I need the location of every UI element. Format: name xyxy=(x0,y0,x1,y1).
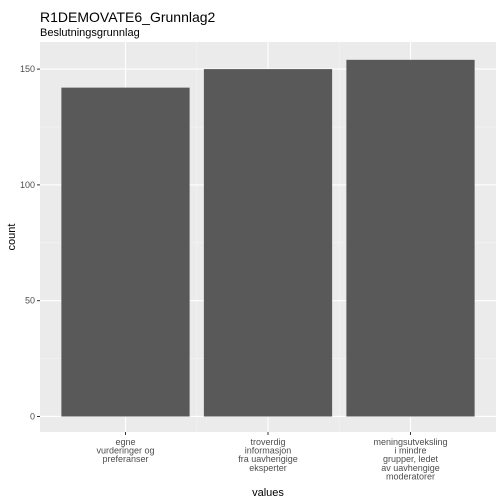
x-tick-label: egne vurderinger og preferanser xyxy=(96,437,154,464)
y-tick-label: 100 xyxy=(20,180,35,190)
bar-series xyxy=(61,59,475,417)
bar xyxy=(61,87,190,417)
y-axis-title: count xyxy=(6,224,18,251)
x-axis: egne vurderinger og preferanser troverdig in… xyxy=(96,432,448,481)
y-tick-label: 0 xyxy=(30,411,35,421)
y-tick-label: 50 xyxy=(25,296,35,306)
x-axis-title: values xyxy=(252,487,284,499)
chart-title: R1DEMOVATE6_Grunnlag2 xyxy=(40,9,216,25)
y-tick-label: 150 xyxy=(20,64,35,74)
bar xyxy=(203,69,333,417)
bar xyxy=(346,59,475,417)
x-tick-label: troverdig informasjon fra uavhengige eksper… xyxy=(238,437,298,473)
chart-subtitle: Beslutningsgrunnlag xyxy=(40,27,140,39)
x-tick-label: meningsutveksling i mindre grupper, ledet a… xyxy=(373,437,447,481)
y-axis: 0 50 100 150 xyxy=(20,64,40,421)
